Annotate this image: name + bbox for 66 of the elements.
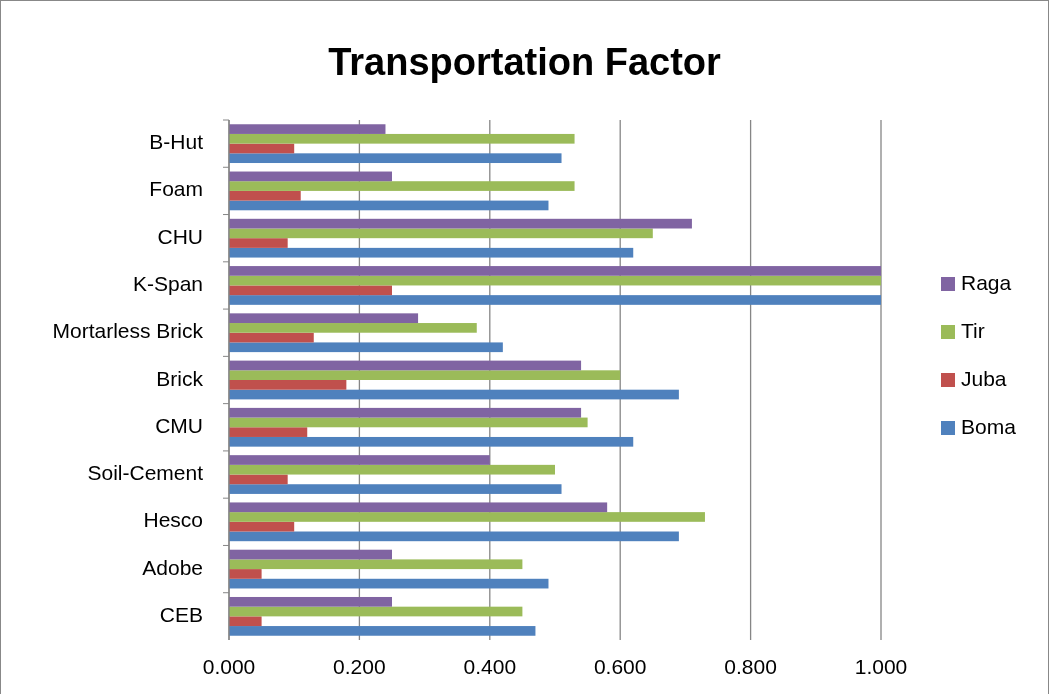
y-tick-label: CHU <box>157 224 203 248</box>
x-tick-label: 0.800 <box>724 655 777 678</box>
bar <box>229 596 392 607</box>
x-tick-label: 0.600 <box>593 655 647 678</box>
bar <box>229 247 634 258</box>
y-tick-label: Brick <box>156 366 204 390</box>
bar <box>229 143 295 154</box>
x-tick-label: 0.200 <box>333 655 386 678</box>
bar <box>229 295 881 305</box>
chart-title: Transportation Factor <box>328 41 722 83</box>
bar <box>229 606 523 617</box>
y-tick-label: Soil-Cement <box>87 461 204 485</box>
bar <box>229 153 562 164</box>
bar <box>229 616 262 627</box>
bar <box>229 275 881 286</box>
bar <box>229 238 288 248</box>
bar <box>229 190 301 201</box>
y-tick-label: CMU <box>155 413 203 437</box>
bar <box>229 171 392 182</box>
bar <box>229 124 386 134</box>
bar <box>229 323 477 333</box>
bar <box>229 407 582 418</box>
legend-label: Boma <box>961 414 1017 438</box>
bar <box>229 133 575 144</box>
y-tick-label: K-Span <box>132 272 203 295</box>
bar <box>229 389 679 400</box>
legend-label: Raga <box>961 270 1012 294</box>
bar <box>229 266 881 276</box>
bar <box>229 474 288 485</box>
bar <box>229 455 490 465</box>
bar <box>229 549 392 560</box>
bar <box>229 417 588 428</box>
bar <box>229 502 608 513</box>
bar <box>229 512 705 522</box>
legend-label: Tir <box>961 318 985 342</box>
bar <box>229 313 419 324</box>
bar <box>229 521 295 532</box>
bar <box>229 559 523 570</box>
bar <box>229 370 621 380</box>
bar <box>229 332 314 343</box>
bar <box>229 626 536 636</box>
y-tick-label: Adobe <box>142 555 203 579</box>
legend-label: Juba <box>961 366 1007 390</box>
y-tick-label: CEB <box>159 602 203 626</box>
y-tick-label: Foam <box>149 177 203 201</box>
y-tick-label: Hesco <box>143 508 203 532</box>
bar <box>229 360 582 371</box>
x-tick-label: 1.000 <box>854 655 908 678</box>
x-tick-label: 0.400 <box>463 655 517 678</box>
bar <box>229 342 503 353</box>
bar <box>229 228 653 239</box>
bar <box>229 484 562 494</box>
bar <box>229 436 634 447</box>
bar <box>229 200 549 211</box>
y-tick-label: B-Hut <box>149 130 204 154</box>
y-tick-label: Mortarless Brick <box>52 319 204 343</box>
bar <box>229 427 308 437</box>
bar <box>229 218 692 229</box>
bar <box>229 464 555 475</box>
x-tick-label: 0.000 <box>202 655 256 678</box>
bar <box>229 181 575 191</box>
bar <box>229 285 392 296</box>
bar <box>229 380 347 390</box>
bar <box>229 578 549 589</box>
bar <box>229 569 262 579</box>
bar <box>229 531 679 542</box>
